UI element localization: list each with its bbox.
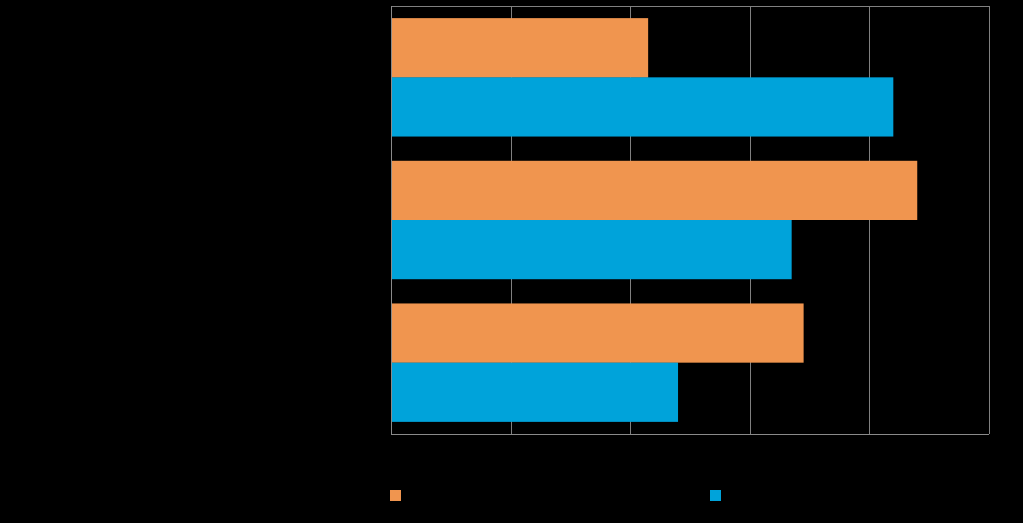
bar-series-2-category-2 <box>391 220 792 280</box>
bar-series-1-category-3 <box>391 303 804 363</box>
bar-series-1-category-2 <box>391 160 918 220</box>
legend-item-series-2 <box>710 490 727 501</box>
bar-series-1-category-1 <box>391 18 649 78</box>
bar-series-2-category-3 <box>391 362 679 422</box>
legend-swatch-series-2 <box>710 490 721 501</box>
bar-series-2-category-1 <box>391 77 894 137</box>
axes <box>391 6 989 435</box>
bar-series <box>391 18 918 422</box>
legend-item-series-1 <box>390 490 407 501</box>
legend-swatch-series-1 <box>390 490 401 501</box>
